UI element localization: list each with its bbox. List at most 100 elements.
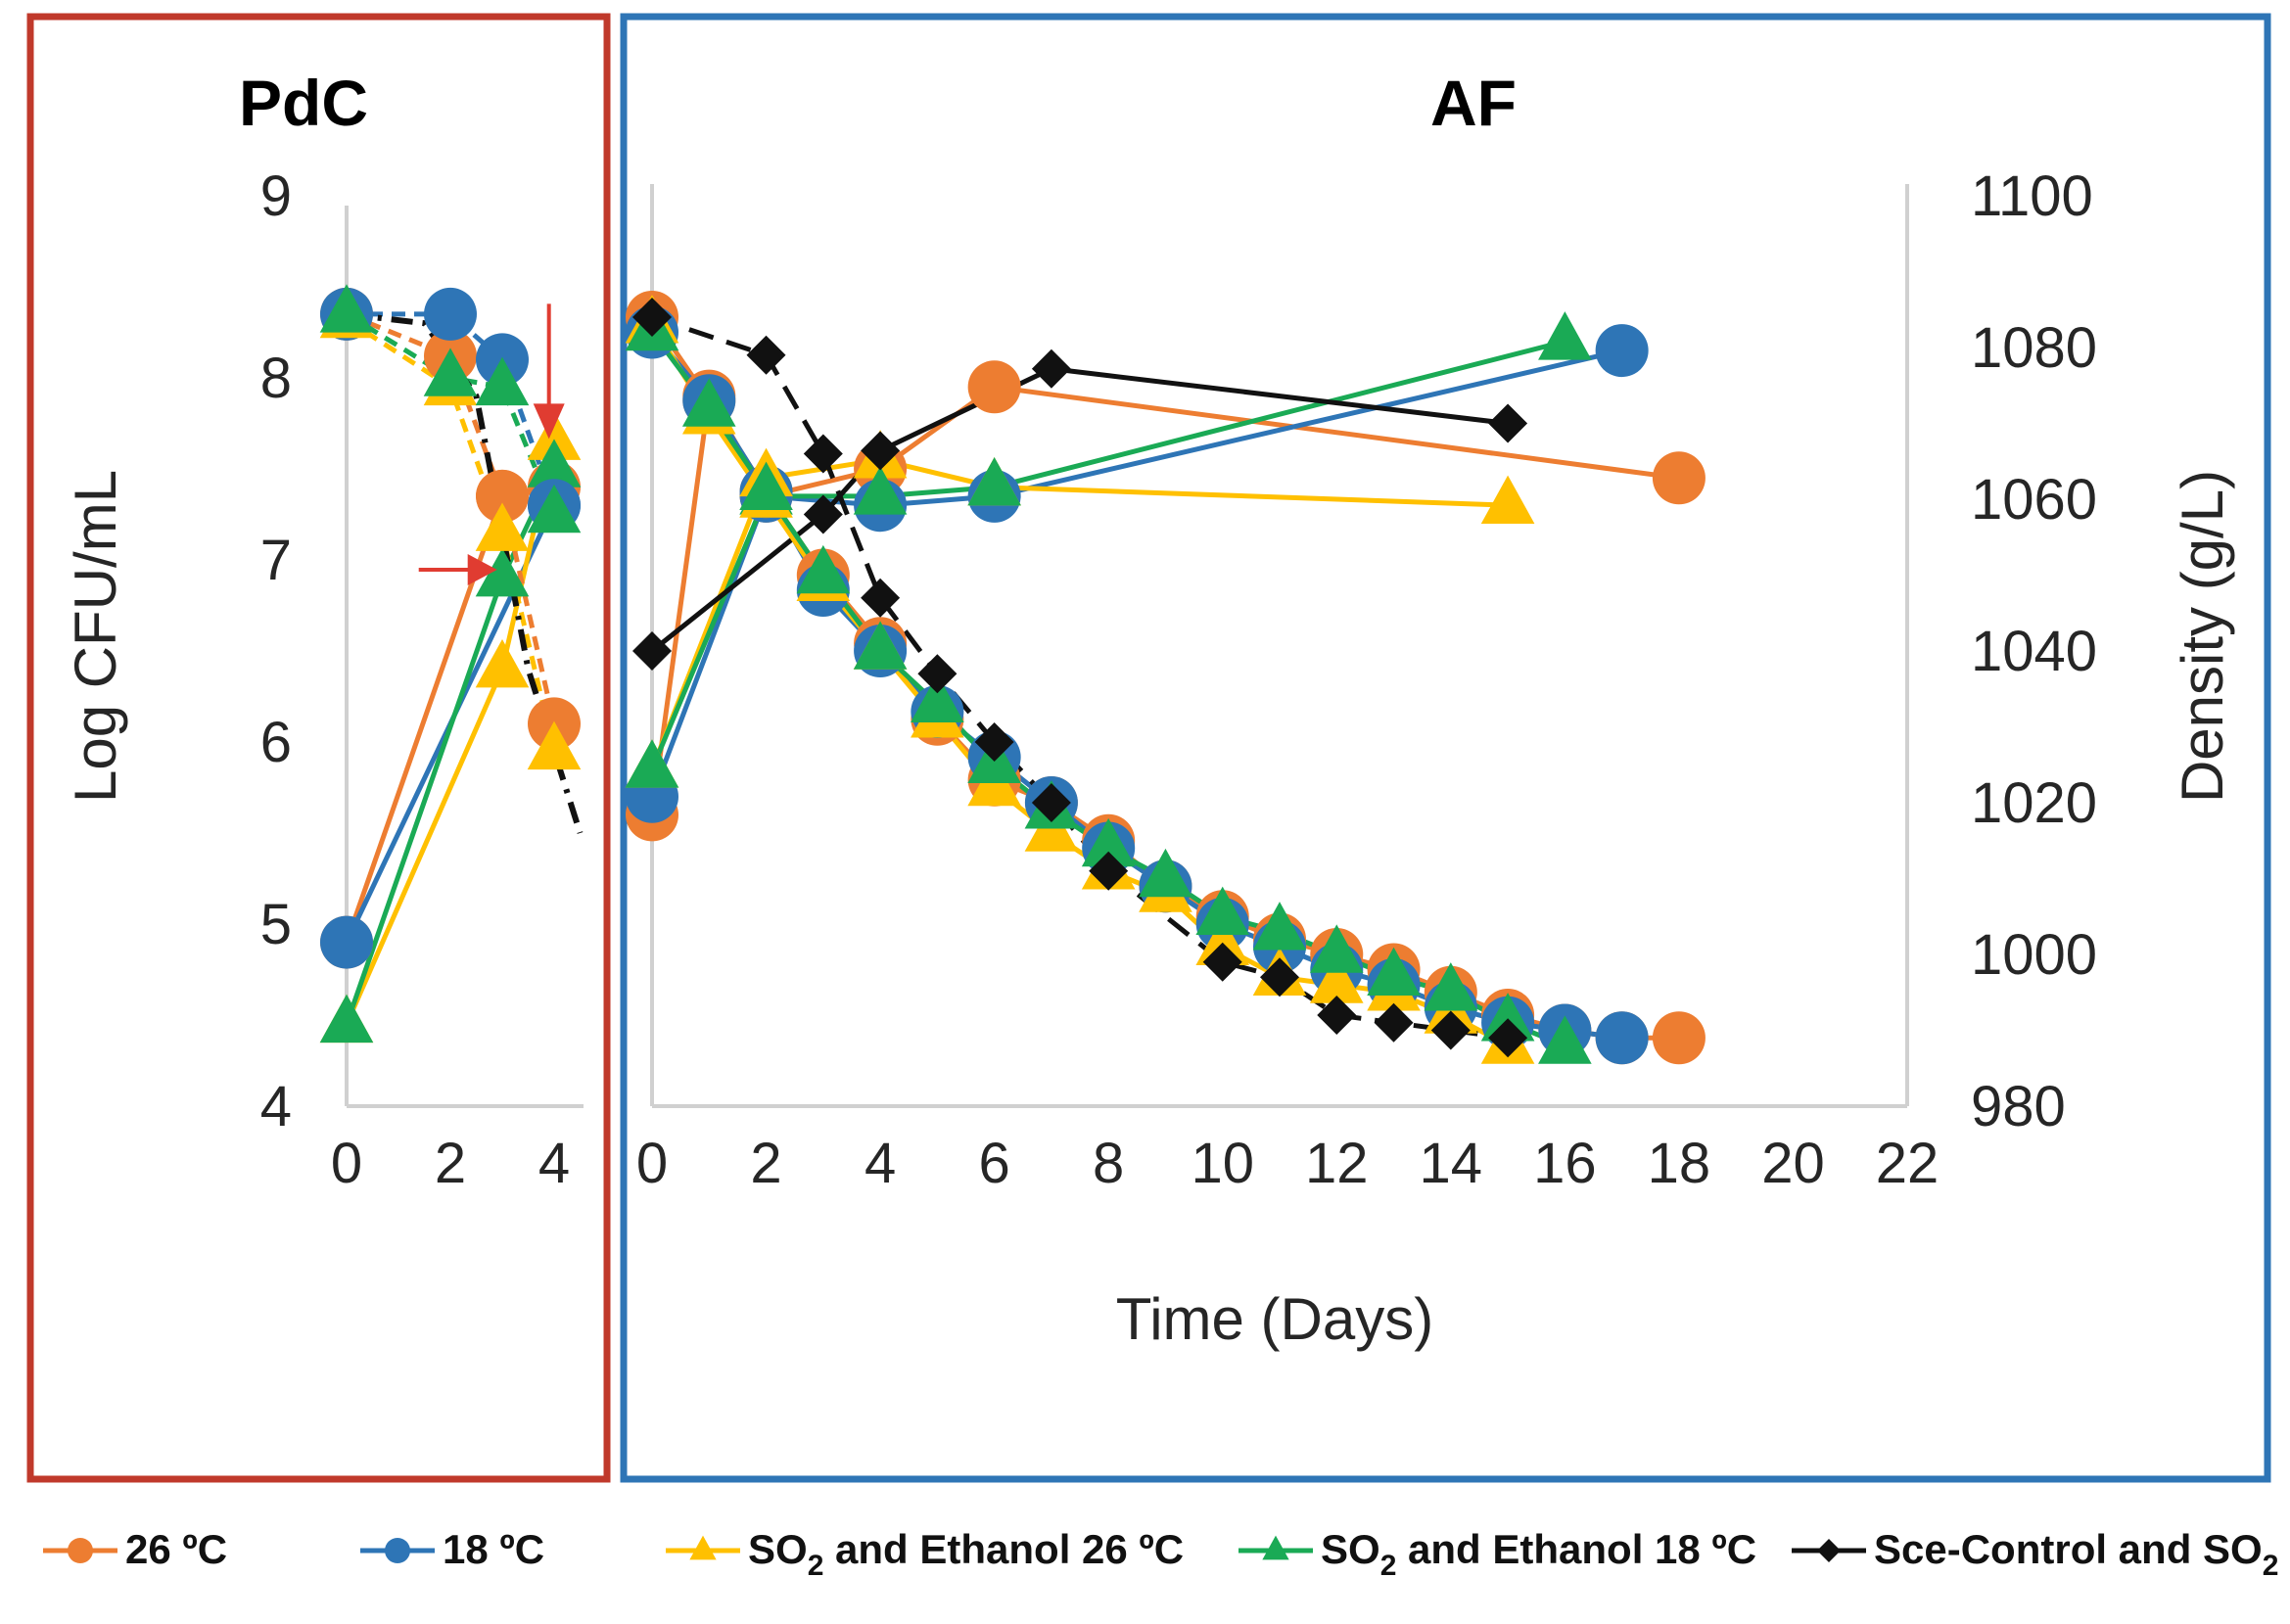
af-point-so2-and-ethanol-18-c [853, 621, 908, 670]
pdc-y-tick-label: 5 [260, 893, 292, 956]
pdc-point-18-c [424, 287, 477, 341]
af-point-so2-and-ethanol-18-c [1195, 886, 1250, 936]
pdc-point-so2-and-ethanol-26-c [475, 502, 530, 551]
pdc-point-so2-and-ethanol-18-c [319, 994, 374, 1044]
pdc-point-so2-and-ethanol-26-c [527, 720, 582, 770]
pdc-y-tick-label: 8 [260, 347, 292, 410]
af-plot-area: 0 2 4 6 8 10 12 14 16 18 20 22 980 1000 1020 1040 1060 10… [625, 164, 2097, 1195]
pdc-point-so2-and-ethanol-18-c [527, 439, 582, 487]
af-y2-tick-label: 1000 [1971, 923, 2097, 987]
af-x-tick-label: 10 [1191, 1132, 1254, 1195]
af-point-sce-control-and-so2 [1374, 1002, 1414, 1043]
af-x-tick-label: 2 [750, 1132, 781, 1195]
af-point-sce-control-and-so2 [1202, 942, 1242, 982]
pdc-point-so2-and-ethanol-18-c [475, 547, 530, 597]
af-point-so2-and-ethanol-18-c [1480, 993, 1535, 1042]
af-point-26-c [1652, 451, 1706, 505]
pdc-arrow-right [467, 554, 497, 585]
pdc-point-so2-and-ethanol-26-c [527, 411, 582, 460]
af-x-tick-label: 16 [1533, 1132, 1597, 1195]
af-y2-tick-label: 980 [1971, 1075, 2066, 1138]
af-panel-title: AF [1430, 67, 1517, 139]
pdc-y-axis-title: Log CFU/mL [63, 470, 128, 803]
legend-item-so2-and-ethanol-26-c: SO2 and Ethanol 26 ºC [666, 1526, 1184, 1582]
af-point-sce-control-and-so2 [1260, 957, 1299, 998]
af-point-so2-and-ethanol-18-c [681, 378, 736, 427]
af-y2-tick-label: 1020 [1971, 771, 2097, 835]
af-point-so2-and-ethanol-18-c [1367, 947, 1421, 997]
af-panel-frame [620, 13, 2271, 1483]
pdc-line-so2-and-ethanol-18-c-density [345, 311, 557, 516]
pdc-line-26-c-density [346, 311, 557, 724]
af-point-sce-control-and-so2 [632, 631, 672, 671]
legend-marker-diamond [1817, 1539, 1841, 1562]
pdc-point-so2-and-ethanol-18-c [527, 484, 582, 534]
af-point-sce-control-and-so2 [803, 494, 843, 534]
af-x-tick-label: 8 [1093, 1132, 1124, 1195]
legend: 26 ºC 18 ºC SO2 and Ethanol 26 ºC SO2 and E… [43, 1526, 2278, 1582]
legend-label: SO2 and Ethanol 26 ºC [748, 1526, 1184, 1582]
af-point-so2-and-ethanol-26-c [1195, 916, 1250, 966]
pdc-x-tick-label: 2 [435, 1132, 466, 1195]
af-point-sce-control-and-so2 [746, 335, 786, 375]
af-line-26-c-cfu [649, 384, 1680, 815]
af-point-sce-control-and-so2 [1031, 348, 1071, 389]
af-x-tick-label: 6 [979, 1132, 1010, 1195]
af-point-so2-and-ethanol-18-c [967, 456, 1021, 506]
legend-marker-circle [385, 1538, 410, 1563]
af-line-so2-and-ethanol-26-c-density [649, 323, 1510, 1048]
af-point-so2-and-ethanol-18-c [1309, 924, 1364, 973]
af-point-so2-and-ethanol-26-c [1309, 954, 1364, 1003]
legend-item-18-c: 18 ºC [360, 1526, 544, 1572]
af-point-sce-control-and-so2 [917, 654, 958, 694]
af-point-sce-control-and-so2 [803, 434, 843, 474]
af-point-so2-and-ethanol-18-c [1252, 902, 1307, 951]
af-point-sce-control-and-so2 [974, 722, 1014, 762]
legend-marker-circle [68, 1538, 93, 1563]
af-point-sce-control-and-so2 [1488, 403, 1528, 443]
legend-label: SO2 and Ethanol 18 ºC [1321, 1526, 1756, 1582]
af-y2-tick-label: 1040 [1971, 620, 2097, 683]
af-y2-tick-label: 1080 [1971, 316, 2097, 380]
af-point-so2-and-ethanol-18-c [739, 461, 793, 511]
af-point-so2-and-ethanol-18-c [853, 466, 908, 515]
legend-label: Sce-Control and SO2 [1874, 1526, 2278, 1582]
af-point-so2-and-ethanol-18-c [1081, 817, 1136, 867]
af-y2-axis-title: Density (g/L) [2170, 470, 2235, 803]
af-point-so2-and-ethanol-18-c [1139, 848, 1192, 898]
pdc-point-18-c [320, 915, 373, 969]
af-point-sce-control-and-so2 [1089, 851, 1129, 891]
legend-marker-triangle [1262, 1535, 1289, 1560]
af-point-sce-control-and-so2 [632, 298, 672, 337]
af-point-so2-and-ethanol-26-c [1480, 475, 1535, 524]
legend-label: 26 ºC [125, 1526, 227, 1572]
pdc-plot-area: 4 5 6 7 8 9 0 2 4 [260, 164, 584, 1195]
pdc-point-26-c [476, 469, 529, 523]
pdc-point-so2-and-ethanol-26-c [475, 638, 530, 688]
af-x-tick-label: 22 [1876, 1132, 1939, 1195]
af-point-so2-and-ethanol-18-c [1538, 311, 1592, 360]
pdc-y-tick-label: 6 [260, 711, 292, 774]
af-y2-tick-label: 1100 [1971, 164, 2093, 228]
af-point-sce-control-and-so2 [861, 578, 901, 618]
af-x-axis-title: Time (Days) [1116, 1286, 1433, 1352]
pdc-y-tick-label: 4 [260, 1075, 292, 1138]
legend-item-26-c: 26 ºC [43, 1526, 227, 1572]
pdc-x-tick-label: 0 [331, 1132, 362, 1195]
legend-item-so2-and-ethanol-18-c: SO2 and Ethanol 18 ºC [1238, 1526, 1756, 1582]
pdc-series-group [319, 284, 584, 1044]
af-point-so2-and-ethanol-18-c [911, 673, 964, 723]
legend-item-sce-control-and-so2: Sce-Control and SO2 [1792, 1526, 2278, 1582]
af-x-tick-label: 14 [1420, 1132, 1483, 1195]
af-point-sce-control-and-so2 [1031, 783, 1071, 822]
pdc-arrow-down [533, 403, 565, 440]
pdc-panel-title: PdC [239, 67, 368, 139]
pdc-y-tick-label: 9 [260, 164, 292, 228]
pdc-x-tick-label: 4 [538, 1132, 570, 1195]
pdc-y-tick-label: 7 [260, 529, 292, 592]
af-x-tick-label: 18 [1648, 1132, 1711, 1195]
af-point-sce-control-and-so2 [1488, 1018, 1528, 1058]
pdc-panel-frame [26, 13, 611, 1483]
